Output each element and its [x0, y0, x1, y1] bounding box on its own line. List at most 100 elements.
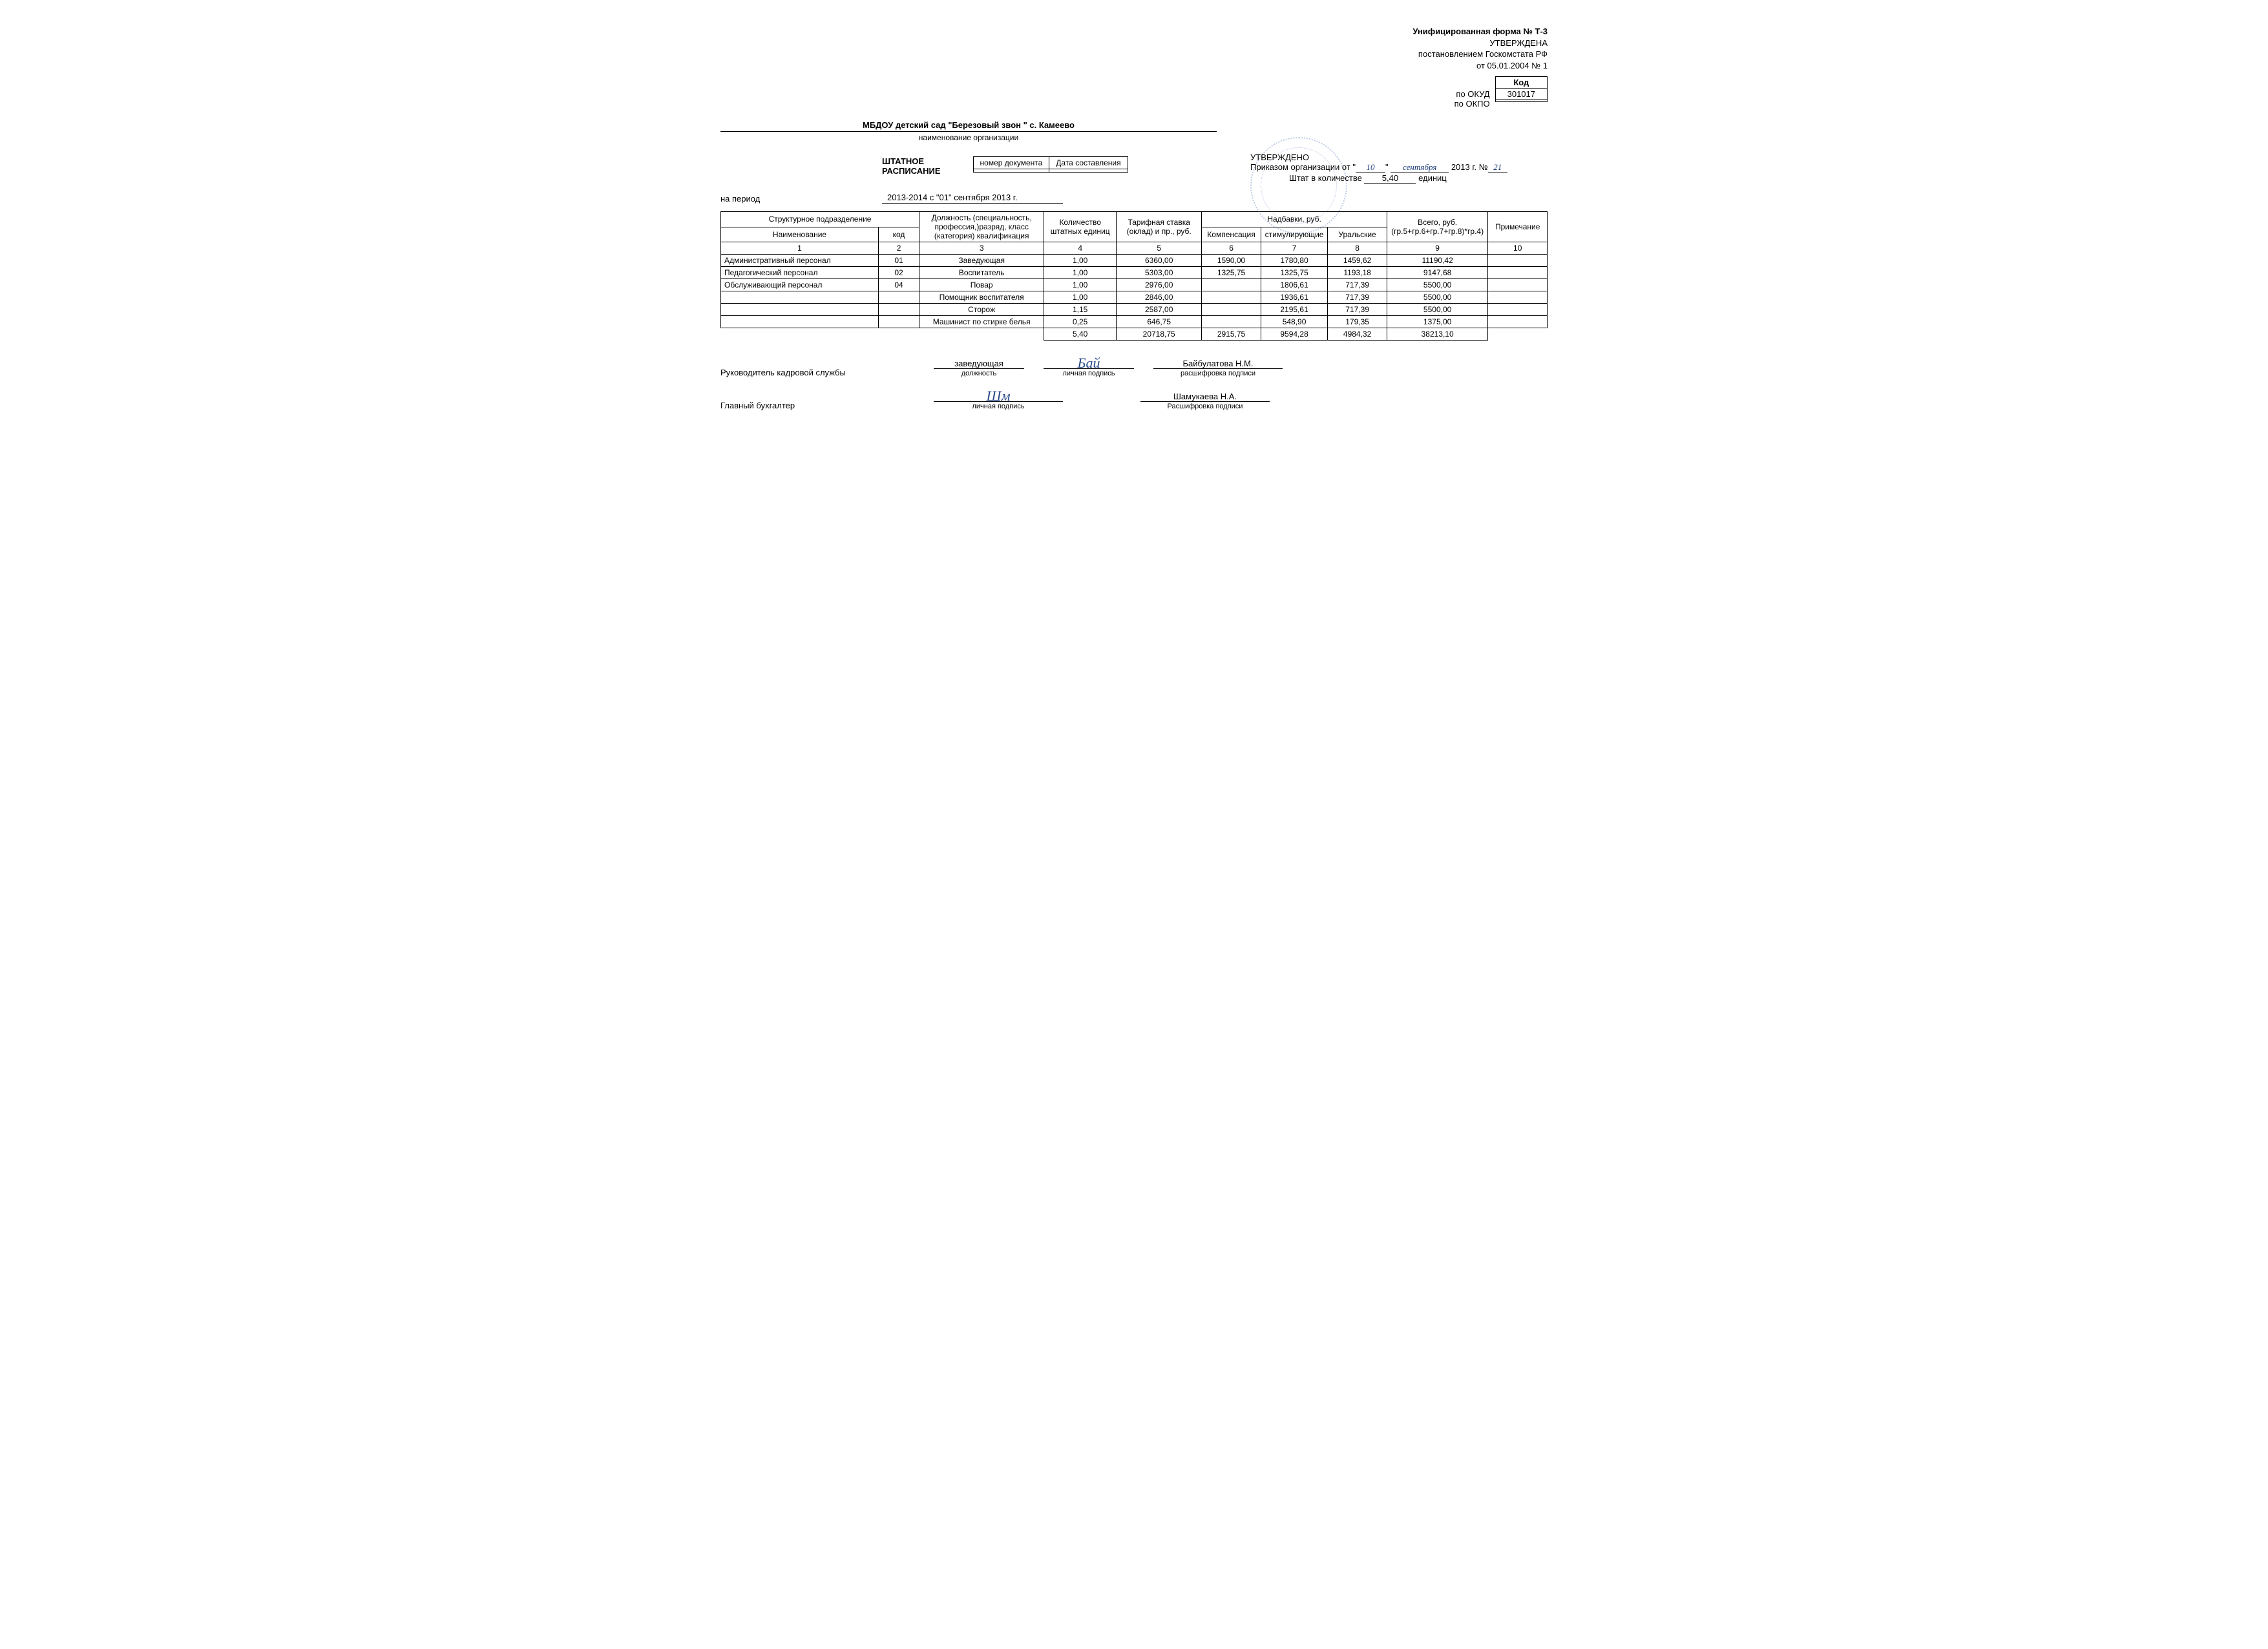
- table-row: Педагогический персонал02Воспитатель1,00…: [721, 267, 1548, 279]
- doc-date-value: [1049, 169, 1128, 173]
- table-cell: 11190,42: [1387, 255, 1488, 267]
- th-rate: Тарифная ставка (оклад) и пр., руб.: [1117, 212, 1202, 242]
- acc-sig-cell: Шм личная подпись: [934, 389, 1063, 410]
- approval-qty: 5,40: [1364, 173, 1416, 184]
- hr-position-cell: заведующая должность: [934, 356, 1024, 377]
- table-cell: 1,00: [1044, 267, 1117, 279]
- th-qty: Количество штатных единиц: [1044, 212, 1117, 242]
- acc-signature-icon: Шм: [987, 390, 1011, 402]
- table-cell: [1202, 279, 1261, 291]
- table-cell: 04: [879, 279, 919, 291]
- code-block: по ОКУД по ОКПО Код 301017: [720, 75, 1548, 109]
- org-name: МБДОУ детский сад "Березовый звон " с. К…: [720, 120, 1217, 132]
- approval-block: УТВЕРЖДЕНО Приказом организации от "10" …: [1250, 152, 1548, 184]
- table-cell: [1488, 291, 1548, 304]
- table-cell: 1193,18: [1328, 267, 1387, 279]
- th-allow: Надбавки, руб.: [1202, 212, 1387, 227]
- table-cell: 5500,00: [1387, 291, 1488, 304]
- signatures: Руководитель кадровой службы заведующая …: [720, 356, 1548, 410]
- table-cell: [721, 316, 879, 328]
- table-cell: 179,35: [1328, 316, 1387, 328]
- table-cell: [879, 304, 919, 316]
- table-cell: [1202, 304, 1261, 316]
- table-cell: 717,39: [1328, 279, 1387, 291]
- approval-l2-mid: ": [1385, 162, 1391, 172]
- colnum: 10: [1488, 242, 1548, 255]
- staffing-form-page: Унифицированная форма № Т-3 УТВЕРЖДЕНА п…: [720, 26, 1548, 410]
- table-cell: 717,39: [1328, 304, 1387, 316]
- acc-role: Главный бухгалтер: [720, 401, 914, 410]
- colnum: 3: [919, 242, 1044, 255]
- hr-name-cap: расшифровка подписи: [1153, 370, 1283, 377]
- doc-date-header: Дата составления: [1049, 157, 1128, 169]
- hr-sig-cell: Бай личная подпись: [1044, 356, 1134, 377]
- table-cell: 2976,00: [1117, 279, 1202, 291]
- approval-l3: Штат в количестве 5,40 единиц: [1250, 173, 1548, 184]
- th-name: Наименование: [721, 227, 879, 242]
- total-qty: 5,40: [1044, 328, 1117, 341]
- acc-name-cell: Шамукаева Н.А. Расшифровка подписи: [1140, 389, 1270, 410]
- acc-sign-row: Главный бухгалтер Шм личная подпись Шаму…: [720, 389, 1548, 410]
- okud-label: по ОКУД: [1454, 89, 1490, 99]
- org-caption: наименование организации: [720, 133, 1217, 142]
- total-stim: 9594,28: [1261, 328, 1328, 341]
- table-cell: [879, 291, 919, 304]
- approval-l1: УТВЕРЖДЕНО: [1250, 152, 1548, 162]
- doc-meta-table: номер документа Дата составления: [973, 156, 1128, 173]
- hr-sig-cap: личная подпись: [1044, 370, 1134, 377]
- colnum: 4: [1044, 242, 1117, 255]
- table-cell: 2195,61: [1261, 304, 1328, 316]
- table-body: Административный персонал01Заведующая1,0…: [721, 255, 1548, 328]
- period-value: 2013-2014 с "01" сентября 2013 г.: [882, 193, 1063, 204]
- th-total: Всего, руб. (гр.5+гр.6+гр.7+гр.8)*гр.4): [1387, 212, 1488, 242]
- th-job: Должность (специальность, профессия,)раз…: [919, 212, 1044, 242]
- table-cell: [721, 304, 879, 316]
- table-cell: [1488, 316, 1548, 328]
- table-cell: 1325,75: [1202, 267, 1261, 279]
- table-cell: 0,25: [1044, 316, 1117, 328]
- code-header: Код: [1495, 77, 1547, 89]
- colnum: 6: [1202, 242, 1261, 255]
- approval-l3-suffix: единиц: [1418, 173, 1447, 183]
- hr-position-cap: должность: [934, 370, 1024, 377]
- table-cell: [1488, 304, 1548, 316]
- approval-l2: Приказом организации от "10" сентября 20…: [1250, 162, 1548, 173]
- totals-row: 5,40 20718,75 2915,75 9594,28 4984,32 38…: [721, 328, 1548, 341]
- staffing-table: Структурное подразделение Должность (спе…: [720, 211, 1548, 341]
- period-row: на период 2013-2014 с "01" сентября 2013…: [720, 193, 1548, 204]
- table-cell: 717,39: [1328, 291, 1387, 304]
- form-decree: постановлением Госкомстата РФ: [720, 48, 1548, 60]
- table-cell: 9147,68: [1387, 267, 1488, 279]
- okpo-value: [1495, 100, 1547, 102]
- approval-l2-suffix: 2013 г. №: [1449, 162, 1487, 172]
- acc-name-cap: Расшифровка подписи: [1140, 403, 1270, 410]
- table-cell: [1202, 316, 1261, 328]
- table-cell: Повар: [919, 279, 1044, 291]
- th-stim: стимулирующие: [1261, 227, 1328, 242]
- hr-position: заведующая: [934, 356, 1024, 369]
- colnum: 8: [1328, 242, 1387, 255]
- table-row: Сторож1,152587,002195,61717,395500,00: [721, 304, 1548, 316]
- table-cell: 1,15: [1044, 304, 1117, 316]
- table-row: Административный персонал01Заведующая1,0…: [721, 255, 1548, 267]
- approval-month: сентября: [1391, 162, 1449, 173]
- table-cell: 2846,00: [1117, 291, 1202, 304]
- table-cell: 01: [879, 255, 919, 267]
- table-cell: 5500,00: [1387, 279, 1488, 291]
- colnum: 5: [1117, 242, 1202, 255]
- doc-num-header: номер документа: [973, 157, 1049, 169]
- colnum: 2: [879, 242, 919, 255]
- table-cell: Заведующая: [919, 255, 1044, 267]
- approval-day: 10: [1356, 162, 1385, 173]
- th-struct: Структурное подразделение: [721, 212, 919, 227]
- total-ural: 4984,32: [1328, 328, 1387, 341]
- table-cell: [1202, 291, 1261, 304]
- colnum-row: 1 2 3 4 5 6 7 8 9 10: [721, 242, 1548, 255]
- code-table: Код 301017: [1495, 76, 1548, 102]
- table-cell: 646,75: [1117, 316, 1202, 328]
- hr-sign-row: Руководитель кадровой службы заведующая …: [720, 356, 1548, 377]
- code-labels: по ОКУД по ОКПО: [1454, 75, 1490, 109]
- form-approved: УТВЕРЖДЕНА: [720, 37, 1548, 49]
- table-cell: 1325,75: [1261, 267, 1328, 279]
- table-cell: 1,00: [1044, 255, 1117, 267]
